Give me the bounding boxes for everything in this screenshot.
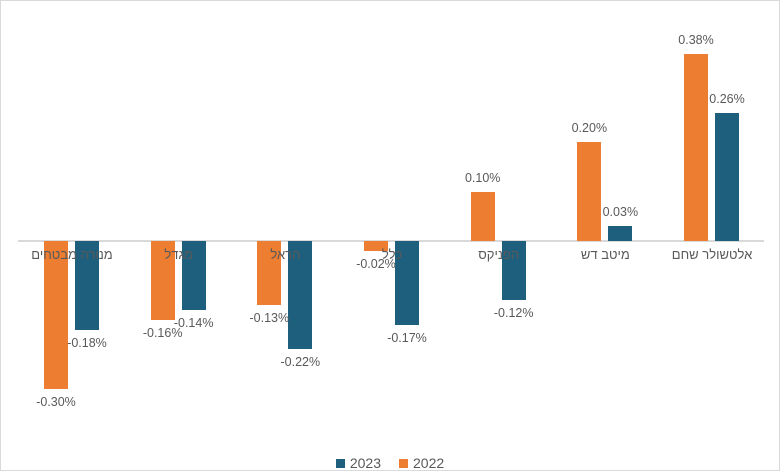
value-label-2022-cat0: -0.30% [36,394,76,409]
bar-2023-cat5 [608,226,633,241]
bar-2022-cat1 [150,241,175,320]
category-label-0: מנורה מבטחים [31,247,113,262]
value-label-2022-cat6: 0.38% [678,32,714,47]
x-axis-zero-line [18,240,764,242]
value-label-2022-cat2: -0.13% [249,311,290,326]
bar-2022-cat2 [257,241,282,306]
value-label-2022-cat5: 0.20% [571,121,608,136]
chart-legend: 2023 2022 [1,455,779,471]
value-label-2023-cat1: -0.14% [173,316,214,331]
value-label-2022-cat4: 0.10% [464,170,501,185]
bar-2023-cat1 [181,241,206,311]
value-label-2022-cat1: -0.16% [142,325,183,340]
bar-2022-cat6 [684,53,709,241]
value-label-2023-cat4: -0.12% [493,306,534,321]
category-label-3: כלל [381,247,403,262]
bar-2023-cat6 [715,112,740,241]
value-label-2022-cat3: -0.02% [356,256,396,271]
bar-2022-cat4 [470,191,495,241]
value-label-2023-cat0: -0.18% [67,335,107,350]
category-label-5: מיטב דש [580,247,630,262]
bar-2022-cat3 [364,241,388,251]
category-label-6: אלטשולר שחם [671,247,753,262]
bar-2023-cat3 [395,241,419,325]
legend-label-2022: 2022 [413,455,445,471]
value-label-2023-cat6: 0.26% [709,91,745,106]
category-label-2: הראל [270,247,301,262]
legend-label-2023: 2023 [349,455,381,471]
bar-2022-cat0 [44,241,68,389]
value-label-2023-cat5: 0.03% [602,205,639,220]
category-label-4: הפניקס [478,247,520,262]
category-label-1: מגדל [164,247,193,262]
value-label-2023-cat3: -0.17% [387,330,427,345]
legend-swatch-2023 [335,458,345,468]
bar-2023-cat2 [288,241,313,350]
value-label-2023-cat2: -0.22% [280,355,321,370]
legend-item-2022: 2022 [399,455,445,471]
bar-2023-cat0 [75,241,99,330]
bar-2022-cat5 [577,142,602,241]
legend-item-2023: 2023 [335,455,381,471]
bar-2023-cat4 [501,241,526,301]
legend-swatch-2022 [399,458,408,468]
